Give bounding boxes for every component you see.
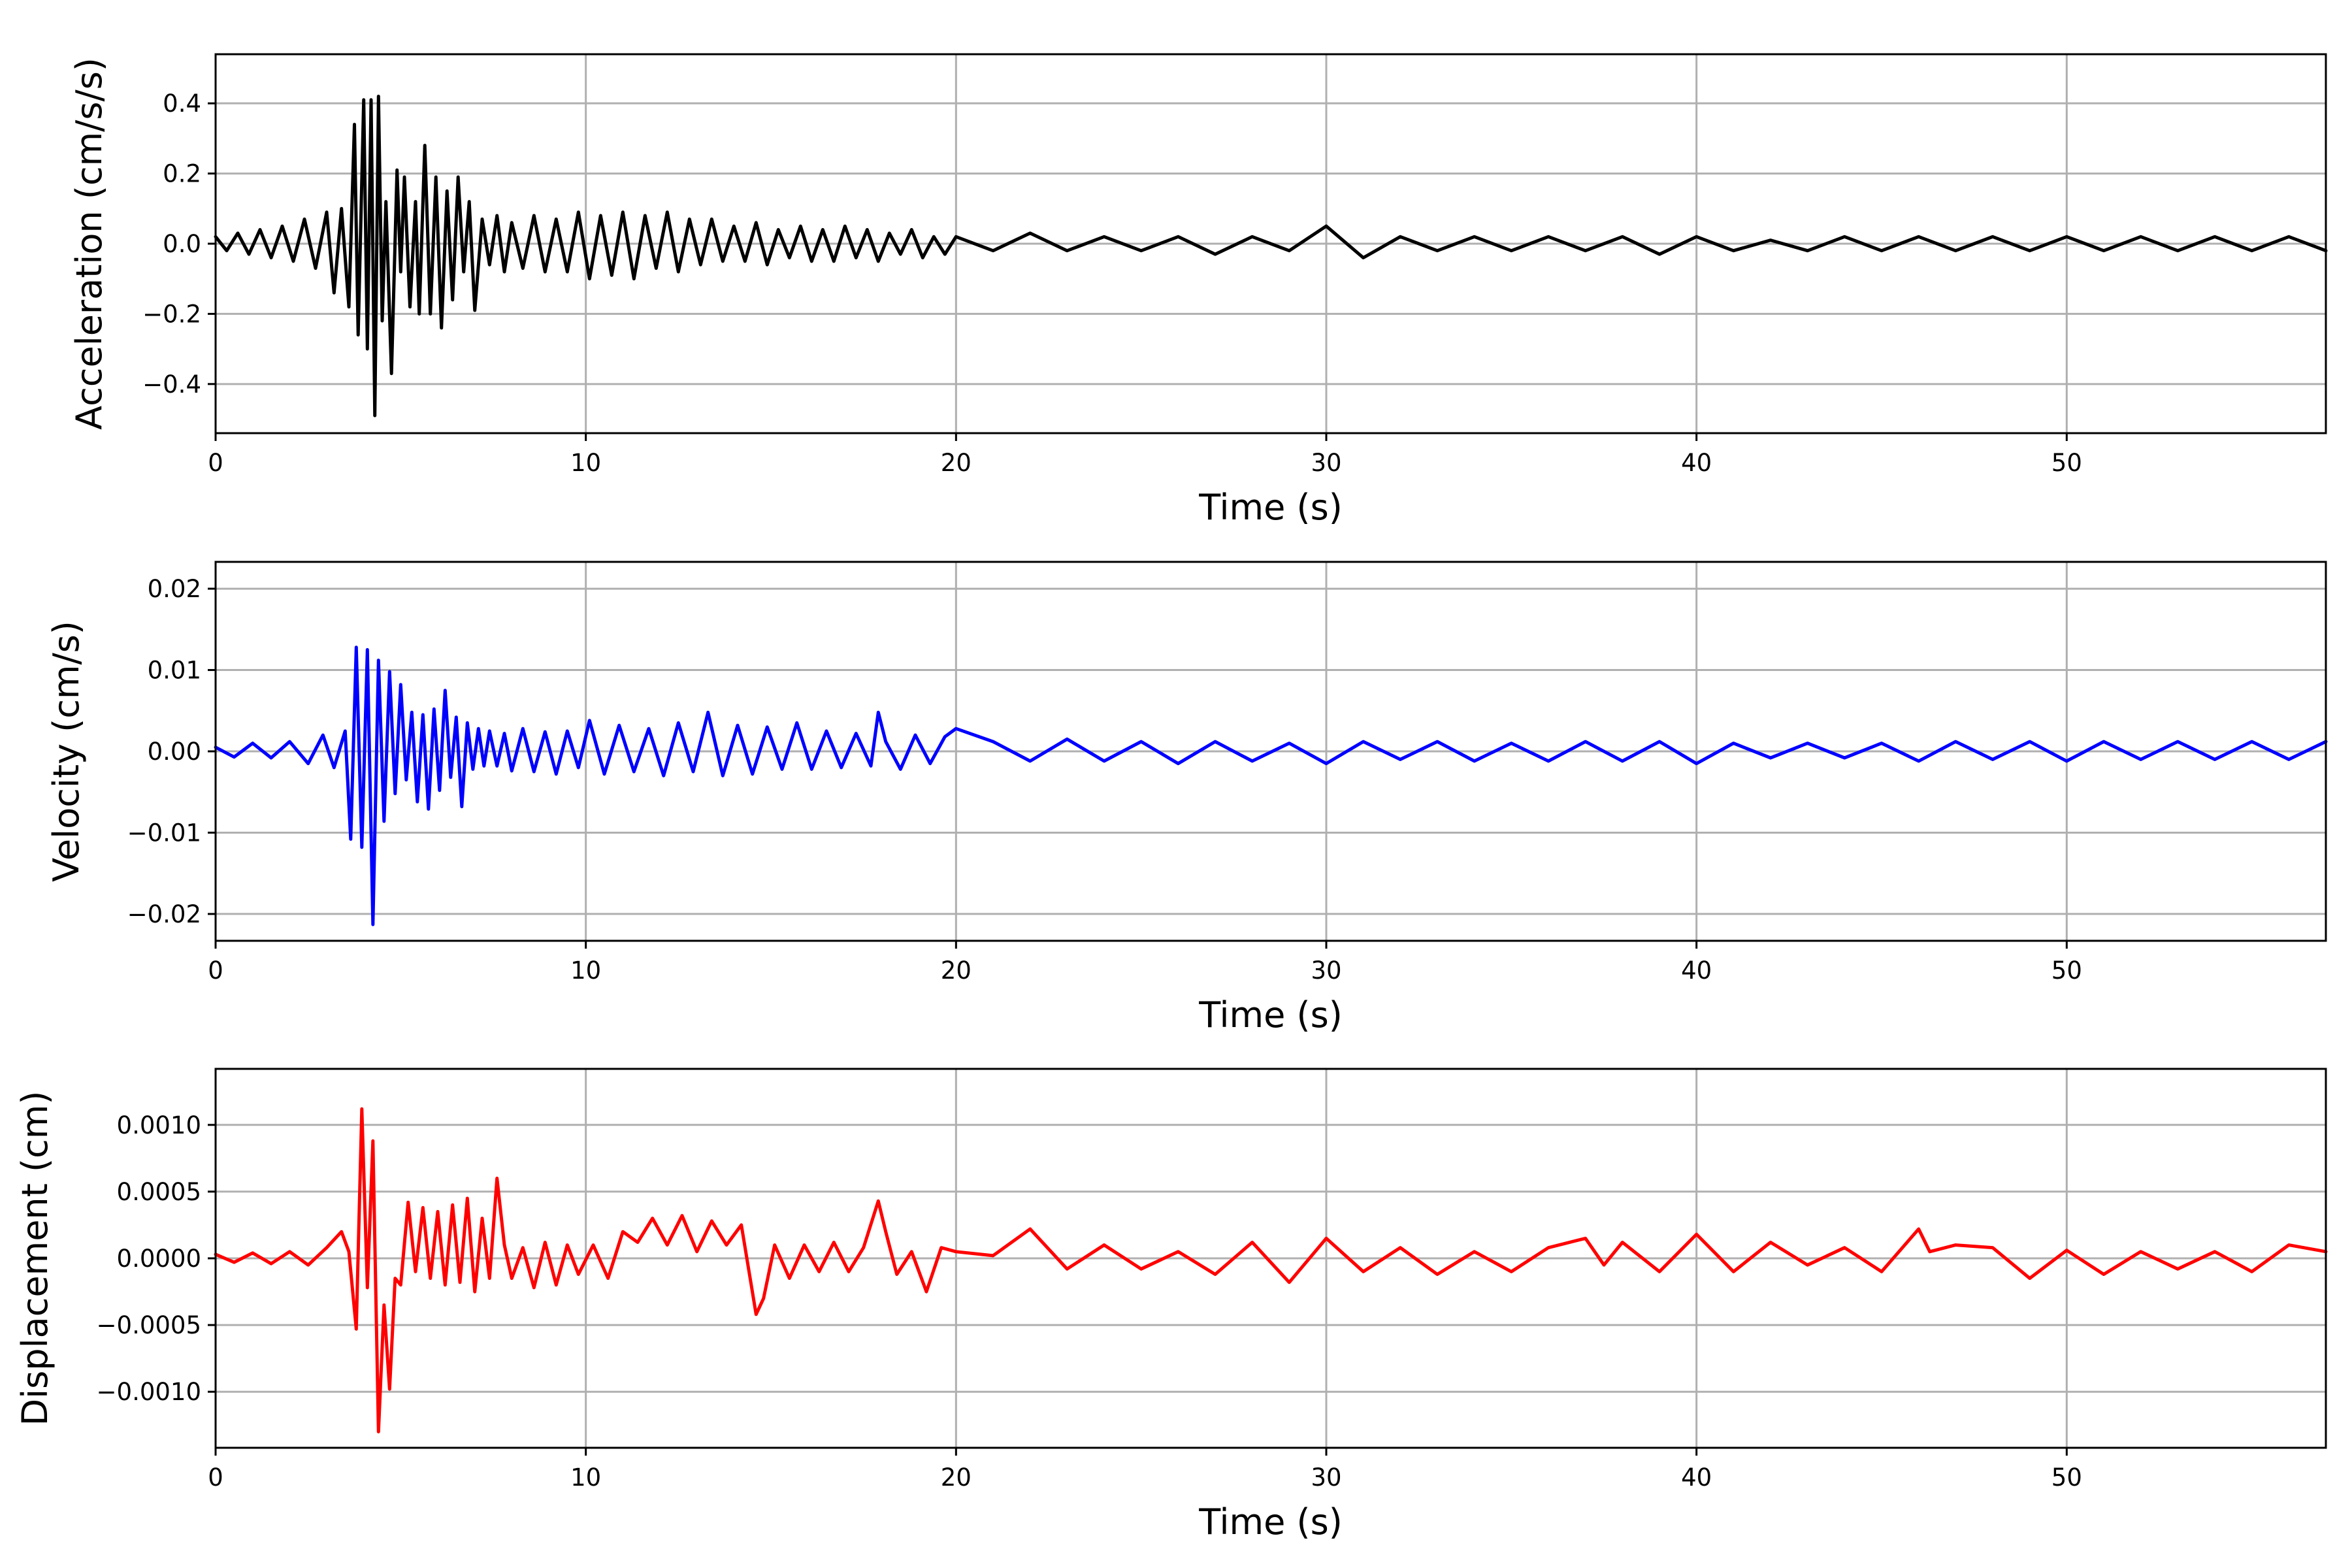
displacement-trace: [214, 1107, 2328, 1433]
velocity-xaxis-label: Time (s): [1198, 994, 1343, 1036]
acceleration-yaxis-label: Acceleration (cm/s/s): [69, 57, 110, 430]
velocity-ytick-label: 0.02: [148, 575, 201, 603]
velocity-ytick-label: 0.01: [148, 657, 201, 685]
displacement-ytick-label: 0.0000: [117, 1245, 201, 1273]
displacement-xtick-label: 20: [941, 1463, 972, 1492]
velocity-ytick-label: −0.01: [127, 819, 201, 847]
displacement-xtick-label: 30: [1311, 1463, 1341, 1492]
acceleration-xtick-label: 30: [1311, 449, 1341, 477]
acceleration-ytick-label: 0.4: [163, 90, 201, 118]
velocity-ytick-label: 0.00: [148, 738, 201, 766]
acceleration-ytick-label: −0.4: [142, 370, 201, 399]
velocity-xtick-label: 10: [570, 956, 601, 985]
velocity-xtick-label: 30: [1311, 956, 1341, 985]
acceleration-ytick-label: 0.0: [163, 230, 201, 258]
velocity-xtick-label: 40: [1681, 956, 1712, 985]
displacement-ytick-label: 0.0010: [117, 1111, 201, 1139]
acceleration-ytick-label: 0.2: [163, 160, 201, 188]
velocity-trace: [214, 645, 2328, 926]
velocity-ytick-label: −0.02: [127, 900, 201, 928]
acceleration-xtick-label: 20: [941, 449, 972, 477]
acceleration-trace: [214, 94, 2328, 417]
displacement-ytick-label: 0.0005: [117, 1178, 201, 1206]
displacement-ytick-label: −0.0010: [97, 1378, 201, 1406]
displacement-xtick-label: 40: [1681, 1463, 1712, 1492]
acceleration-xtick-label: 0: [208, 449, 223, 477]
acceleration-xtick-label: 10: [570, 449, 601, 477]
displacement-panel: 0 10 20 30 40 50 −0.0010 −0.0005 0.0000 0.0005 0.0…: [14, 1068, 2328, 1543]
displacement-xaxis-label: Time (s): [1198, 1501, 1343, 1543]
acceleration-panel: 0 10 20 30 40 50 −0.4 −0.2 0.0 0.2 0.4 Time (s) Acce…: [69, 53, 2328, 528]
velocity-yaxis-label: Velocity (cm/s): [46, 621, 87, 882]
displacement-xtick-label: 10: [570, 1463, 601, 1492]
acceleration-xtick-label: 50: [2051, 449, 2082, 477]
displacement-ytick-label: −0.0005: [97, 1311, 201, 1339]
velocity-xtick-label: 50: [2051, 956, 2082, 985]
displacement-xtick-label: 0: [208, 1463, 223, 1492]
acceleration-xaxis-label: Time (s): [1198, 487, 1343, 528]
displacement-yaxis-label: Displacement (cm): [14, 1091, 56, 1426]
acceleration-xtick-label: 40: [1681, 449, 1712, 477]
displacement-xtick-label: 50: [2051, 1463, 2082, 1492]
acceleration-ytick-label: −0.2: [142, 300, 201, 328]
velocity-panel: 0 10 20 30 40 50 −0.02 −0.01 0.00 0.01 0.02 Time (s…: [46, 561, 2328, 1036]
velocity-xtick-label: 0: [208, 956, 223, 985]
velocity-xtick-label: 20: [941, 956, 972, 985]
